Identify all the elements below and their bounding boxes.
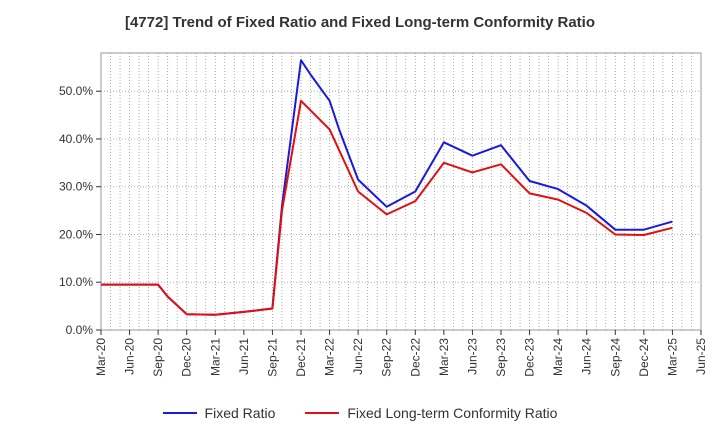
x-tick-label: Jun-21 xyxy=(237,338,251,375)
axes: 0.0% 10.0% 20.0% 30.0% 40.0% 50.0% Mar-20 Jun-2… xyxy=(59,84,708,376)
legend-item-fixed-long-term: Fixed Long-term Conformity Ratio xyxy=(305,405,557,421)
y-tick-label: 50.0% xyxy=(59,84,93,98)
x-tick-label: Jun-23 xyxy=(465,338,479,375)
x-tick-label: Sep-21 xyxy=(265,338,279,377)
legend-label-fixed-long-term: Fixed Long-term Conformity Ratio xyxy=(347,405,558,421)
legend-swatch-fixed-ratio xyxy=(162,412,197,414)
x-tick-label: Sep-24 xyxy=(608,338,622,377)
legend-swatch-fixed-long-term xyxy=(305,412,340,414)
x-tick-label: Jun-24 xyxy=(580,338,594,375)
y-tick-label: 0.0% xyxy=(66,323,94,337)
x-tick-label: Jun-25 xyxy=(694,338,708,375)
x-tick-label: Mar-25 xyxy=(665,338,679,376)
legend-label-fixed-ratio: Fixed Ratio xyxy=(204,405,276,421)
x-tick-label: Dec-24 xyxy=(637,338,651,377)
y-tick-label: 20.0% xyxy=(59,227,93,241)
plot-area xyxy=(100,52,702,331)
x-tick-label: Mar-24 xyxy=(551,338,565,376)
legend-item-fixed-ratio: Fixed Ratio xyxy=(162,405,276,421)
x-tick-label: Dec-20 xyxy=(180,338,194,377)
x-tick-label: Sep-20 xyxy=(151,338,165,377)
x-tick-label: Jun-22 xyxy=(351,338,365,375)
x-tick-label: Mar-22 xyxy=(323,338,337,376)
x-tick-label: Sep-23 xyxy=(494,338,508,377)
series-line-fixed-long-term xyxy=(101,99,673,316)
chart-title: [4772] Trend of Fixed Ratio and Fixed Lo… xyxy=(124,14,596,31)
y-tick-label: 10.0% xyxy=(59,275,93,289)
x-tick-label: Dec-23 xyxy=(523,338,537,377)
x-tick-label: Sep-22 xyxy=(380,338,394,377)
x-tick-label: Mar-20 xyxy=(94,338,108,376)
x-tick-label: Dec-21 xyxy=(294,338,308,377)
y-tick-label: 40.0% xyxy=(59,132,93,146)
x-tick-label: Dec-22 xyxy=(408,338,422,377)
legend: Fixed Ratio Fixed Long-term Conformity R… xyxy=(0,405,720,421)
x-tick-label: Mar-23 xyxy=(437,338,451,376)
grid-lines xyxy=(100,53,702,331)
x-tick-label: Jun-20 xyxy=(123,338,137,375)
series-lines xyxy=(101,59,673,316)
y-tick-label: 30.0% xyxy=(59,180,93,194)
x-tick-label: Mar-21 xyxy=(208,338,222,376)
